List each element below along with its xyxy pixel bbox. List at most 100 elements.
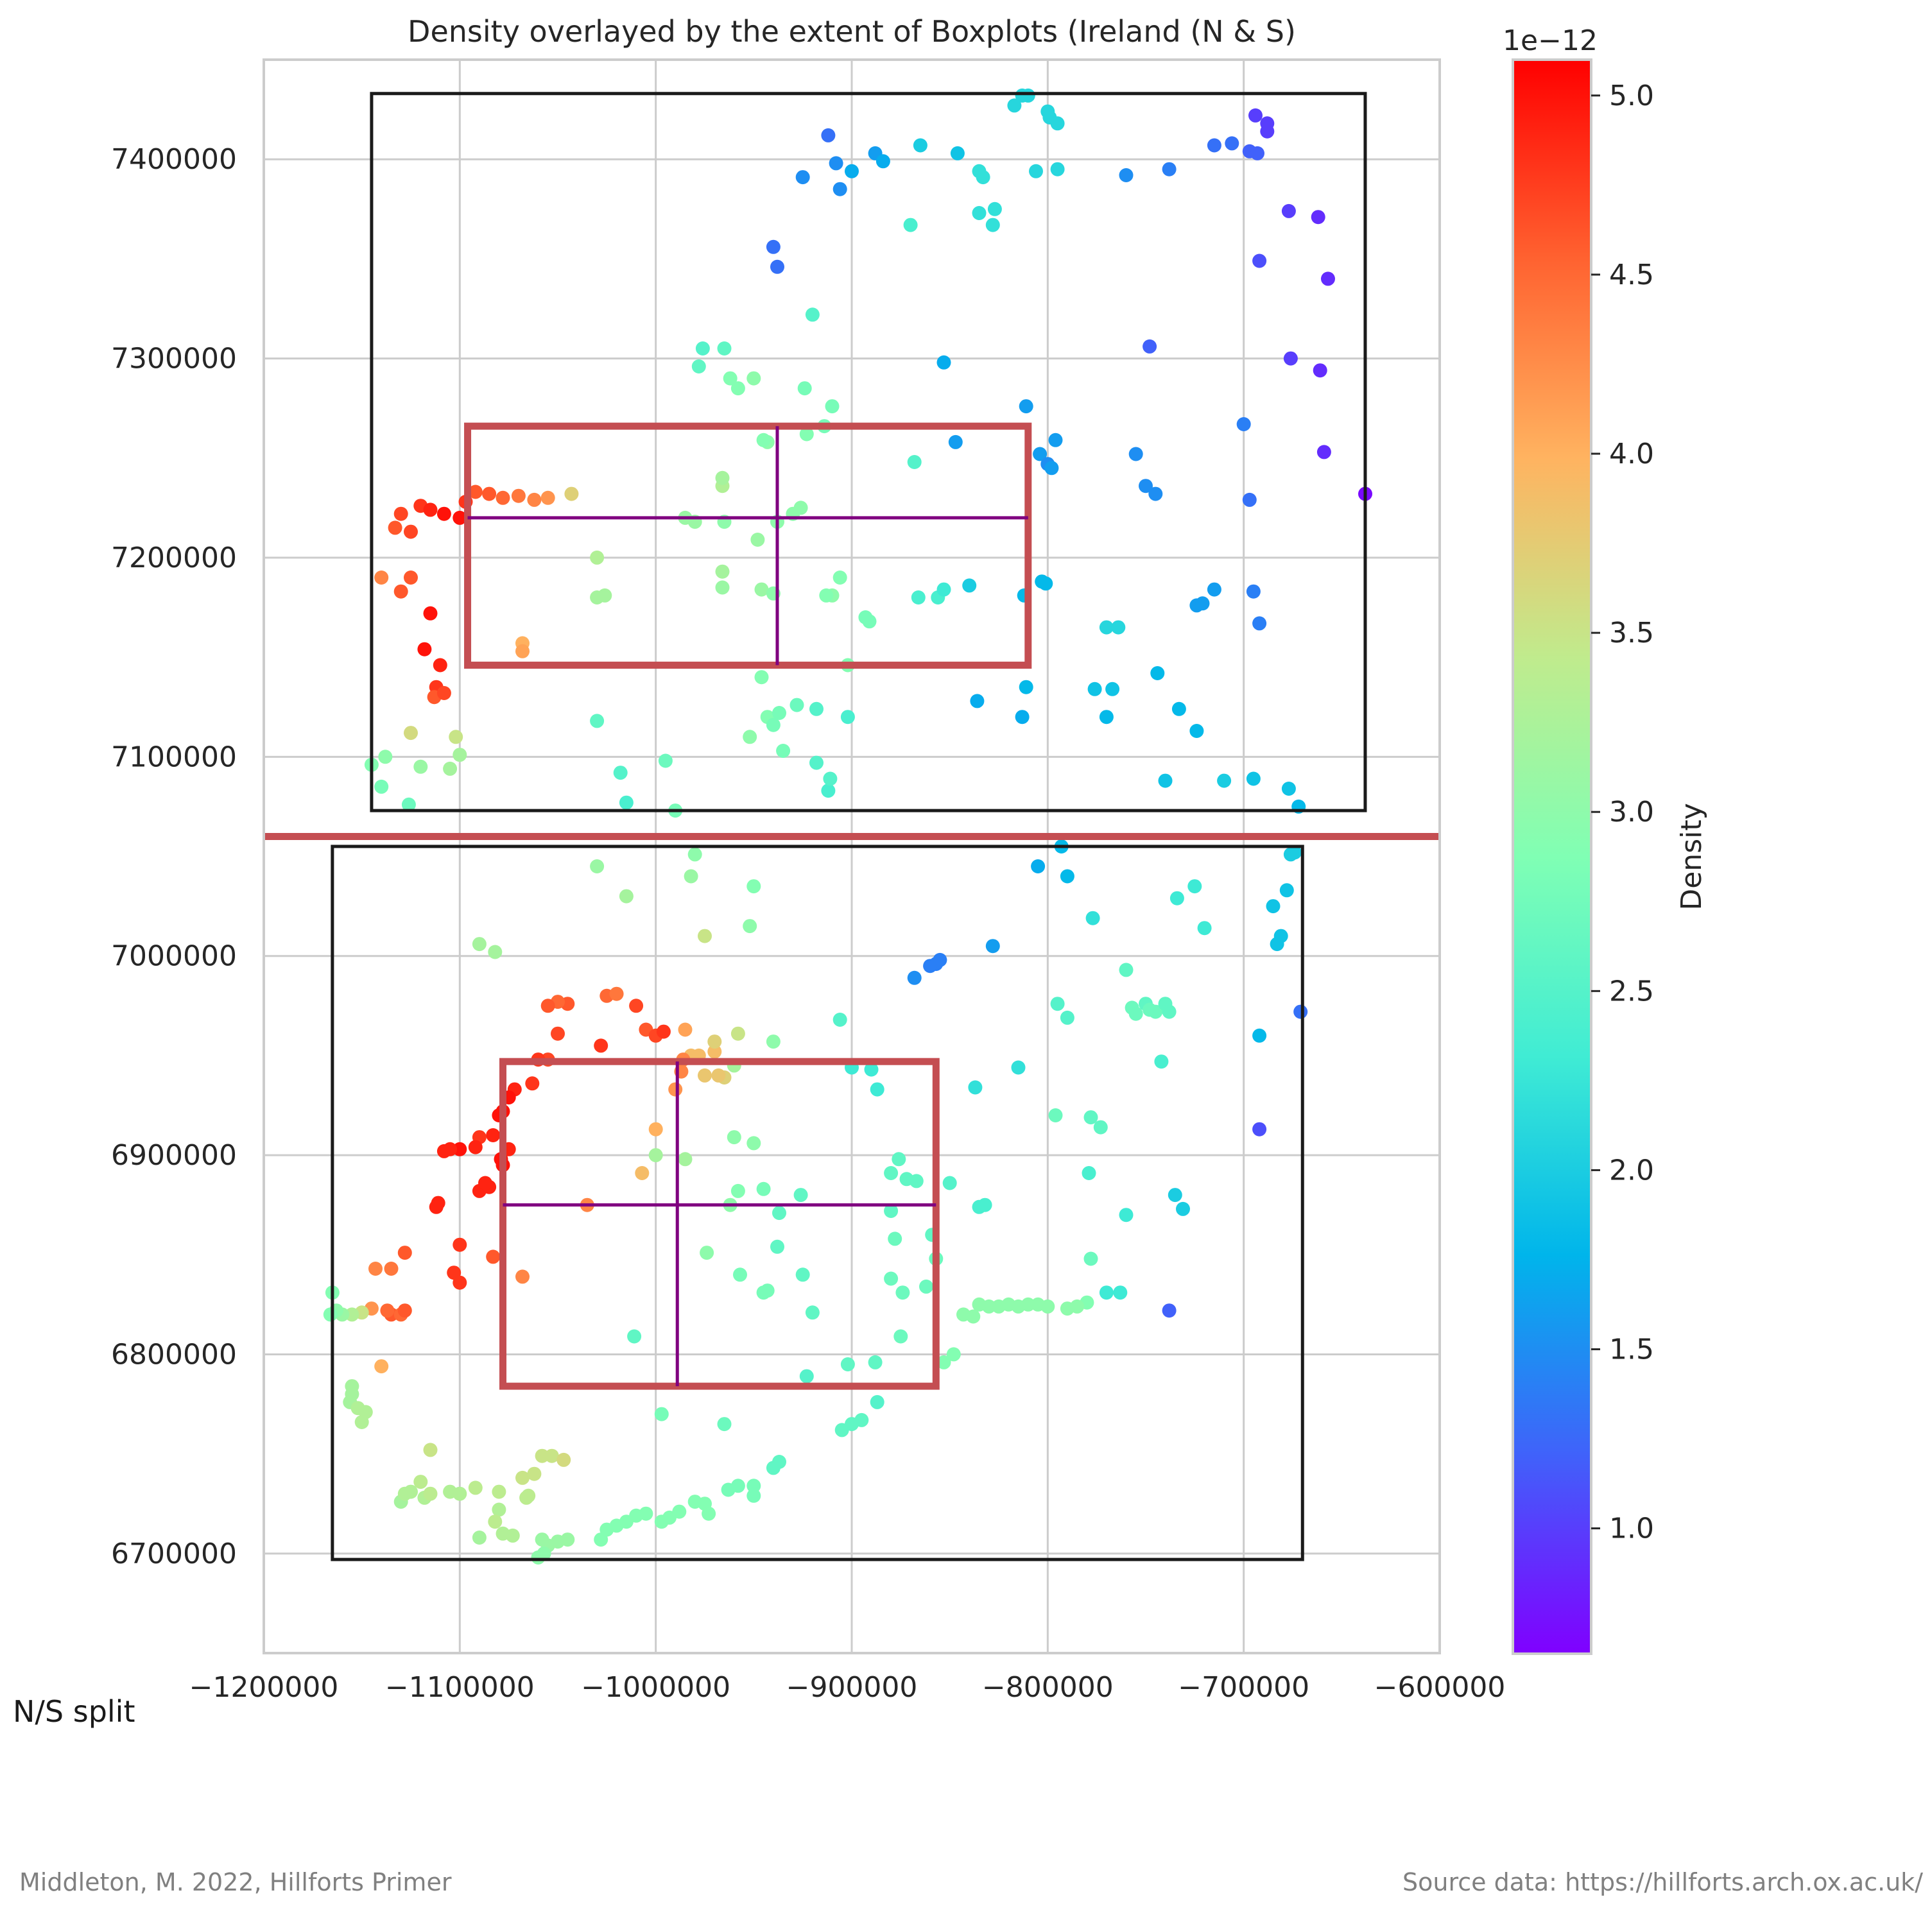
data-point <box>743 730 757 744</box>
data-point <box>1029 164 1043 178</box>
data-point <box>793 1188 808 1203</box>
data-point <box>1007 98 1022 113</box>
data-point <box>717 341 732 356</box>
data-point <box>639 1506 653 1521</box>
data-point <box>380 1303 395 1318</box>
colorbar-gradient <box>1512 58 1592 1655</box>
data-point <box>913 138 927 153</box>
data-point <box>1266 899 1281 914</box>
data-point <box>684 869 698 884</box>
data-point <box>404 524 418 539</box>
y-tick-label: 6900000 <box>111 1139 237 1172</box>
data-point <box>423 1443 438 1457</box>
data-point <box>453 1237 467 1252</box>
data-point <box>691 359 706 373</box>
data-point <box>560 1532 575 1547</box>
data-point <box>1085 911 1100 925</box>
data-point <box>1031 1297 1046 1312</box>
data-point <box>840 1357 855 1371</box>
data-point <box>970 694 985 708</box>
data-point <box>1316 445 1331 459</box>
data-point <box>1048 433 1063 447</box>
data-point <box>453 1275 467 1290</box>
ns-split-label: N/S split <box>13 1694 135 1729</box>
north-iqr-box <box>464 422 1032 669</box>
data-point <box>870 1082 884 1097</box>
data-point <box>1242 492 1257 507</box>
data-point <box>472 1531 487 1545</box>
y-axis-ticks: 6700000 6800000 6900000 7000000 7100000 72000… <box>111 143 237 1570</box>
data-point <box>1060 1301 1074 1316</box>
data-point <box>1019 399 1033 414</box>
data-point <box>992 1299 1006 1314</box>
colorbar-tick-label: 2.0 <box>1609 1154 1654 1187</box>
data-point <box>613 766 628 780</box>
data-point <box>1099 620 1114 635</box>
data-point <box>1162 1004 1177 1019</box>
data-point <box>884 1166 899 1180</box>
data-point <box>1246 584 1261 599</box>
data-point <box>1050 116 1065 131</box>
data-point <box>1128 447 1143 461</box>
data-point <box>832 570 847 585</box>
data-point <box>1195 596 1210 611</box>
data-point <box>515 1470 530 1485</box>
data-point <box>388 520 402 535</box>
data-point <box>1048 1108 1063 1122</box>
data-point <box>492 1502 506 1517</box>
data-point <box>423 1486 438 1501</box>
data-point <box>648 1122 663 1137</box>
x-tick-label: −1100000 <box>385 1671 535 1704</box>
data-point <box>1311 210 1325 225</box>
colorbar-exponent: 1e−12 <box>1503 24 1598 57</box>
data-point <box>715 580 730 595</box>
data-point <box>1217 773 1232 788</box>
data-point <box>1119 1208 1134 1222</box>
data-point <box>733 1267 747 1282</box>
data-point <box>862 614 877 629</box>
data-point <box>875 154 890 169</box>
data-point <box>936 582 951 597</box>
data-point <box>1033 447 1048 461</box>
data-point <box>590 859 605 873</box>
data-point <box>436 506 451 521</box>
data-point <box>1060 1010 1074 1025</box>
y-tick-label: 7300000 <box>111 343 237 375</box>
footer-source: Source data: https://hillforts.arch.ox.a… <box>1402 1868 1923 1896</box>
data-point <box>911 590 926 605</box>
data-point <box>795 170 810 185</box>
data-point <box>832 1013 847 1027</box>
y-tick-label: 6800000 <box>111 1338 237 1371</box>
data-point <box>619 889 634 904</box>
colorbar-tick-label: 3.5 <box>1609 617 1654 649</box>
data-point <box>1158 773 1173 788</box>
data-point <box>1113 1285 1128 1300</box>
colorbar-label: Density <box>1675 803 1708 910</box>
data-point <box>404 726 418 741</box>
data-point <box>515 1269 530 1284</box>
data-point <box>870 1394 884 1409</box>
data-point <box>754 582 769 597</box>
data-point <box>619 795 634 810</box>
data-point <box>717 1417 732 1432</box>
data-point <box>1087 682 1102 696</box>
data-point <box>772 1455 786 1469</box>
data-point <box>1236 417 1251 431</box>
data-point <box>892 1152 906 1167</box>
data-point <box>453 510 467 525</box>
data-point <box>746 1479 761 1493</box>
data-point <box>942 1176 957 1190</box>
data-point <box>397 1303 412 1318</box>
data-point <box>987 202 1002 216</box>
data-point <box>1119 168 1134 182</box>
data-point <box>698 1068 712 1083</box>
data-point <box>809 701 824 716</box>
data-point <box>323 1307 338 1322</box>
footer-credit: Middleton, M. 2022, Hillforts Primer <box>19 1868 452 1896</box>
data-point <box>345 1307 359 1322</box>
data-point <box>698 929 712 943</box>
data-point <box>472 937 487 952</box>
data-point <box>1099 1285 1114 1300</box>
data-point <box>594 1038 608 1053</box>
data-point <box>368 1262 383 1276</box>
